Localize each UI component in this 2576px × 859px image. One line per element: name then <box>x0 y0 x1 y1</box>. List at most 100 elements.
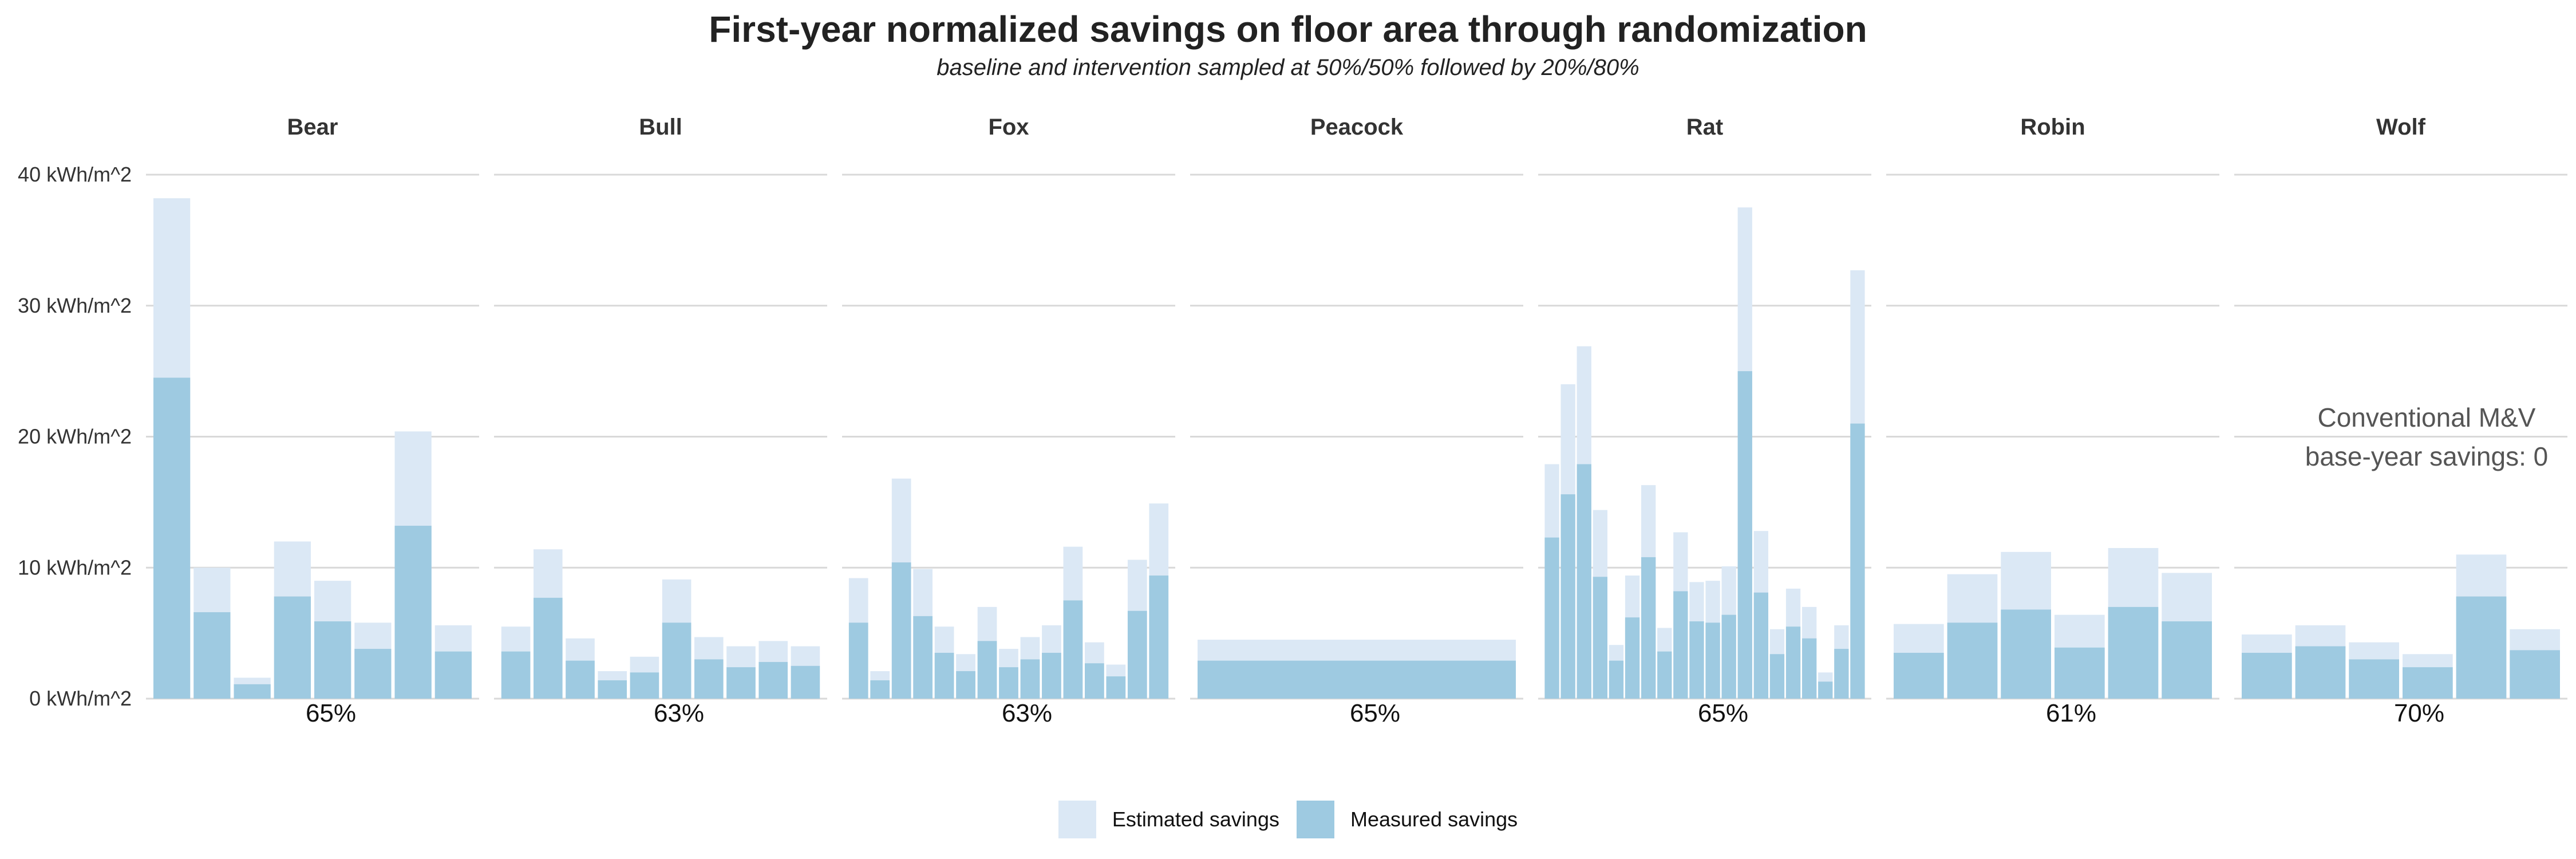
legend-swatch-estimated <box>1058 801 1096 838</box>
bar-measured <box>2162 621 2212 699</box>
panel-robin: Robin 61% <box>1886 115 2219 727</box>
bar-measured <box>193 612 231 699</box>
panel-peacock: Peacock 65% <box>1190 115 1523 727</box>
bar-measured <box>977 641 997 699</box>
bar-measured <box>1544 537 1559 699</box>
bar-measured <box>566 660 595 699</box>
bar-measured <box>394 526 432 699</box>
bar-measured <box>1850 423 1865 699</box>
bar-measured <box>1198 660 1516 699</box>
panel-title: Wolf <box>2376 115 2426 140</box>
bar-measured <box>1085 663 1104 699</box>
bar-measured <box>2456 596 2507 699</box>
bar-measured <box>1689 621 1704 699</box>
bar-measured <box>1063 600 1083 699</box>
bar-measured <box>848 622 868 699</box>
bar-measured <box>1625 617 1640 699</box>
bar-measured <box>2295 646 2346 699</box>
bar-measured <box>2403 667 2453 699</box>
bar-measured <box>999 667 1018 699</box>
bar-measured <box>662 622 692 699</box>
bar-measured <box>354 649 392 699</box>
bar-measured <box>2108 606 2159 699</box>
bar-measured <box>1721 614 1736 699</box>
y-tick-label: 20 kWh/m^2 <box>18 425 132 448</box>
bar-measured <box>1753 592 1768 699</box>
legend-item-estimated: Estimated savings <box>1058 801 1279 838</box>
bar-measured <box>1641 557 1656 699</box>
bar-measured <box>1042 652 1061 699</box>
panel-title: Peacock <box>1310 115 1404 140</box>
bar-measured <box>1737 371 1752 699</box>
legend-swatch-measured <box>1296 801 1334 838</box>
bar-measured <box>1657 651 1672 699</box>
panel-wolf: Wolf 70% Conventional M&V base-year savings… <box>2234 115 2567 727</box>
panel-fox: Fox 63% <box>842 115 1175 727</box>
bar-measured <box>791 665 820 699</box>
bar-measured <box>891 562 911 699</box>
bar-measured <box>1818 681 1833 699</box>
bar-measured <box>1673 591 1688 699</box>
bar-measured <box>1947 622 1998 699</box>
bar-measured <box>2242 652 2292 699</box>
percent-label: 70% <box>2394 699 2444 727</box>
bar-measured <box>726 667 756 699</box>
percent-label: 61% <box>2046 699 2096 727</box>
bar-measured <box>758 661 788 699</box>
bar-measured <box>2349 659 2399 699</box>
bar-measured <box>534 597 563 699</box>
bar-measured <box>1127 610 1147 699</box>
bar-measured <box>274 596 311 699</box>
bar-measured <box>1894 652 1944 699</box>
legend-label-estimated: Estimated savings <box>1112 807 1279 831</box>
annotation-text: Conventional M&V <box>2318 403 2536 432</box>
y-tick-label: 10 kWh/m^2 <box>18 555 132 579</box>
bar-measured <box>2001 609 2051 699</box>
bar-measured <box>1020 659 1040 699</box>
bar-measured <box>2510 650 2560 699</box>
legend-item-measured: Measured savings <box>1296 801 1518 838</box>
percent-label: 63% <box>654 699 704 727</box>
bar-measured <box>1593 577 1607 699</box>
bar-measured <box>1785 626 1801 699</box>
bar-measured <box>913 616 933 699</box>
percent-label: 65% <box>1698 699 1748 727</box>
bar-measured <box>870 680 890 699</box>
bar-measured <box>501 651 531 699</box>
bar-measured <box>153 377 191 699</box>
bar-measured <box>934 652 954 699</box>
chart-title: First-year normalized savings on floor a… <box>709 9 1867 50</box>
percent-label: 65% <box>306 699 356 727</box>
y-tick-label: 30 kWh/m^2 <box>18 294 132 317</box>
panel-title: Bull <box>639 115 682 140</box>
bar-measured <box>234 684 271 699</box>
bar-measured <box>1802 638 1817 699</box>
panel-title: Bear <box>287 115 338 140</box>
percent-label: 63% <box>1002 699 1052 727</box>
bar-measured <box>694 659 724 699</box>
chart-subtitle: baseline and intervention sampled at 50%… <box>937 55 1639 80</box>
bar-measured <box>1560 494 1575 699</box>
bar-measured <box>1769 654 1785 699</box>
bar-measured <box>1834 649 1849 699</box>
panel-rat: Rat 65% <box>1538 115 1871 727</box>
bar-measured <box>956 671 975 699</box>
y-tick-label: 0 kWh/m^2 <box>29 687 132 710</box>
panel-title: Robin <box>2020 115 2085 140</box>
panel-title: Rat <box>1686 115 1723 140</box>
legend: Estimated savings Measured savings <box>0 801 2576 838</box>
bar-measured <box>598 680 627 699</box>
panel-bear: Bear 65% <box>146 115 479 727</box>
annotation-text: base-year savings: 0 <box>2305 442 2548 471</box>
bar-measured <box>1705 622 1720 699</box>
panel-bull: Bull 63% <box>494 115 827 727</box>
bar-measured <box>1106 676 1126 699</box>
legend-label-measured: Measured savings <box>1350 807 1518 831</box>
bar-measured <box>1609 660 1624 699</box>
y-tick-label: 40 kWh/m^2 <box>18 163 132 186</box>
bar-measured <box>630 672 659 699</box>
bar-measured <box>434 651 472 699</box>
bar-measured <box>1149 575 1169 699</box>
